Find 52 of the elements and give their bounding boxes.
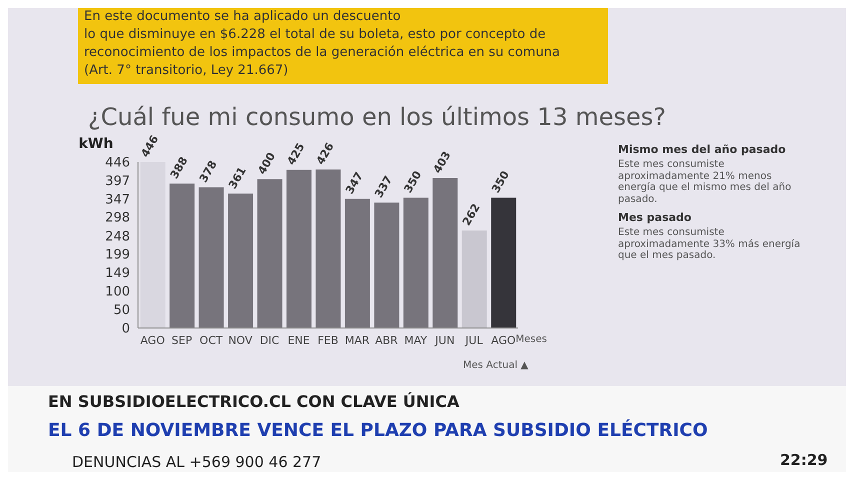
bar (316, 169, 341, 328)
y-axis-title: kWh (78, 136, 114, 152)
x-tick-label: JUN (434, 334, 455, 347)
y-tick-label: 397 (105, 174, 130, 189)
text: lo que disminuye en $6.228 el total de su boleta, esto por concepto de (84, 27, 547, 43)
text: Mismo mes del año pasado (618, 143, 787, 157)
y-tick-label: 347 (105, 192, 130, 208)
text: DENUNCIAS AL +569 900 46 277 (72, 453, 322, 472)
x-tick-label: MAY (404, 334, 428, 347)
bar (140, 162, 166, 328)
x-tick-label: ENE (288, 334, 310, 347)
bar (170, 184, 195, 328)
text: 22:29 (780, 451, 829, 470)
bar (462, 230, 487, 328)
x-tick-label: ABR (375, 334, 398, 347)
x-tick-label: AGO (140, 334, 166, 347)
bar (198, 187, 224, 328)
x-tick-label: MAR (344, 334, 370, 347)
bar (374, 202, 400, 328)
x-tick-label: FEB (318, 334, 338, 347)
x-tick-label: JUL (464, 334, 484, 347)
y-tick-label: 0 (122, 322, 130, 337)
bar (491, 198, 516, 328)
y-tick-label: 298 (105, 210, 130, 226)
bar (228, 194, 254, 328)
bar (432, 178, 458, 328)
x-axis-title: Meses (516, 334, 547, 345)
text: EN SUBSIDIOELECTRICO.CL CON CLAVE ÚNICA (48, 392, 460, 412)
y-tick-label: 100 (105, 284, 130, 300)
x-tick-label: OCT (200, 334, 223, 347)
x-tick-label: DIC (260, 334, 280, 347)
bar (286, 170, 312, 328)
bar (344, 198, 370, 328)
x-tick-label: SEP (172, 334, 192, 347)
text: Este mes consumiste aproximadamente 21% menos energía que el mismo mes del año pasado. (618, 159, 792, 205)
bar (257, 179, 282, 328)
text: Mes pasado (618, 211, 692, 225)
x-tick-label: NOV (228, 334, 253, 347)
y-tick-label: 199 (105, 248, 130, 263)
text: reconocimiento de los impactos de la generación eléctrica en su comuna (84, 45, 562, 61)
x-tick-label: AGO (491, 334, 516, 347)
text: Este mes consumiste aproximadamente 33% más energía que el mes pasado. (618, 227, 802, 262)
y-tick-label: 446 (105, 156, 130, 171)
text: Mes Actual ▲ (463, 360, 530, 372)
text: En este documento se ha aplicado un descuento (84, 9, 402, 25)
text: (Art. 7° transitorio, Ley 21.667) (84, 63, 290, 79)
bar (403, 198, 428, 328)
text: EL 6 DE NOVIEMBRE VENCE EL PLAZO PARA SUBSIDIO ELÉCTRICO (48, 420, 709, 442)
chart-title: ¿Cuál fue mi consumo en los últimos 13 meses? (88, 103, 666, 131)
y-tick-label: 149 (105, 266, 130, 282)
y-tick-label: 50 (113, 303, 130, 318)
y-tick-label: 248 (105, 229, 130, 244)
